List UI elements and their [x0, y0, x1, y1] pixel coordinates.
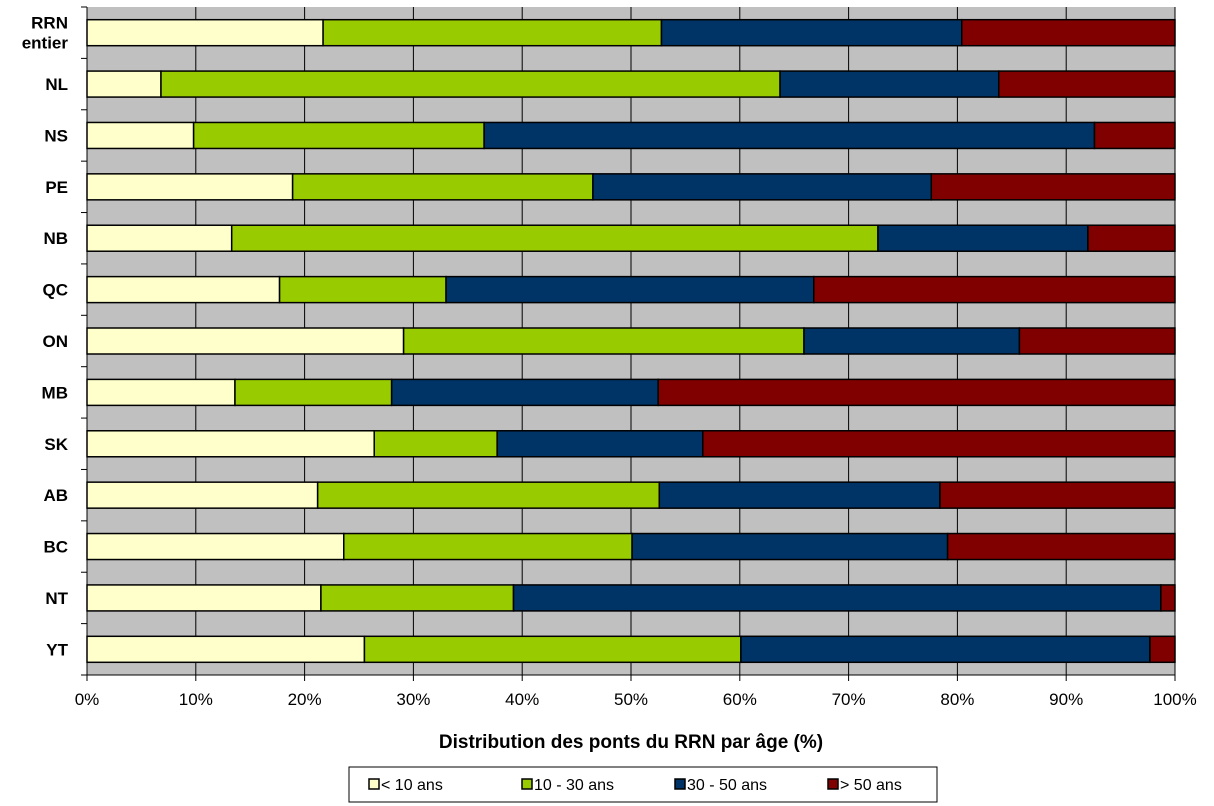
bar-segment	[657, 378, 1176, 407]
bar-segment	[402, 327, 805, 355]
bar-segment	[877, 224, 1089, 252]
legend-label: > 50 ans	[840, 777, 902, 794]
bar-segment	[230, 224, 879, 252]
bar-segment	[373, 430, 498, 458]
x-tick-label: 60%	[723, 690, 757, 709]
category-labels: RRN entier NL NS PE NB QC ON MB SK AB BC NT YT	[22, 14, 69, 660]
category-label: ON	[43, 332, 69, 351]
category-label: RRN entier	[22, 14, 69, 53]
category-label: YT	[46, 640, 68, 659]
bar-segment	[390, 378, 659, 407]
legend: < 10 ans 10 - 30 ans 30 - 50 ans > 50 ans	[348, 766, 938, 803]
bar-segment	[702, 430, 1176, 458]
bar-segment	[363, 635, 742, 664]
category-label: AB	[43, 486, 68, 505]
bar-segment	[86, 18, 324, 47]
bar-segment	[86, 532, 345, 561]
bar-segment	[1018, 327, 1176, 355]
bar-segment	[86, 584, 322, 612]
category-label: MB	[42, 383, 68, 402]
bar-segment	[483, 121, 1096, 150]
x-tick-label: 10%	[179, 690, 213, 709]
bar-segment	[512, 584, 1162, 612]
bar-segment	[631, 532, 949, 561]
bar-segment	[592, 173, 933, 201]
bar-segment	[86, 327, 405, 355]
category-label: NT	[45, 589, 68, 608]
bar-segment	[86, 635, 366, 664]
x-tick-label: 100%	[1153, 690, 1196, 709]
legend-label: 30 - 50 ans	[687, 777, 767, 794]
bar-segment	[343, 532, 633, 561]
x-axis-ticks	[86, 675, 1176, 681]
x-tick-label: 50%	[614, 690, 648, 709]
bar-segment	[86, 173, 294, 201]
legend-swatch	[368, 778, 380, 790]
bar-segment	[803, 327, 1021, 355]
bar-segment	[291, 173, 594, 201]
bar-segment	[86, 121, 195, 150]
x-tick-label: 40%	[505, 690, 539, 709]
bar-segment	[160, 70, 781, 98]
bar-segment	[1087, 224, 1176, 252]
x-tick-label: 20%	[288, 690, 322, 709]
bar-segment	[86, 378, 236, 407]
bar-segment	[278, 275, 447, 304]
bar-segment	[86, 481, 319, 509]
category-label: NL	[45, 75, 68, 94]
bar-segment	[930, 173, 1176, 201]
bar-segment	[86, 224, 233, 252]
bar-segment	[322, 18, 663, 47]
bar-segment	[997, 70, 1176, 98]
bar-segment	[1149, 635, 1176, 664]
category-label: NS	[44, 126, 68, 145]
bars	[86, 18, 1176, 664]
x-axis-title: Distribution des ponts du RRN par âge (%…	[439, 732, 823, 753]
category-label: SK	[44, 435, 68, 454]
bar-segment	[320, 584, 515, 612]
category-label: PE	[45, 178, 68, 197]
bar-segment	[779, 70, 1000, 98]
bar-segment	[1093, 121, 1176, 150]
bar-segment	[1160, 584, 1176, 612]
bar-segment	[234, 378, 393, 407]
x-tick-labels: 0% 10% 20% 30% 40% 50% 60% 70% 80% 90% 100%	[75, 690, 1197, 709]
bar-segment	[740, 635, 1151, 664]
y-axis-ticks	[81, 6, 87, 676]
x-tick-label: 30%	[396, 690, 430, 709]
bar-segment	[658, 481, 941, 509]
bar-segment	[192, 121, 485, 150]
x-tick-label: 90%	[1049, 690, 1083, 709]
bar-segment	[496, 430, 704, 458]
x-tick-label: 70%	[832, 690, 866, 709]
legend-swatch	[521, 778, 533, 790]
bar-segment	[86, 430, 375, 458]
bar-segment	[316, 481, 661, 509]
bar-segment	[445, 275, 815, 304]
bar-segment	[946, 532, 1176, 561]
bar-segment	[660, 18, 963, 47]
bar-segment	[86, 70, 162, 98]
x-tick-label: 0%	[75, 690, 100, 709]
bar-segment	[939, 481, 1176, 509]
bar-segment	[961, 18, 1176, 47]
legend-swatch	[827, 778, 839, 790]
legend-label: 10 - 30 ans	[534, 777, 614, 794]
category-label: QC	[43, 281, 69, 300]
bar-segment	[813, 275, 1176, 304]
category-label: BC	[43, 538, 68, 557]
legend-label: < 10 ans	[381, 777, 443, 794]
x-tick-label: 80%	[940, 690, 974, 709]
legend-frame	[348, 766, 938, 803]
bar-segment	[86, 275, 281, 304]
legend-swatch	[674, 778, 686, 790]
category-label: NB	[43, 229, 68, 248]
